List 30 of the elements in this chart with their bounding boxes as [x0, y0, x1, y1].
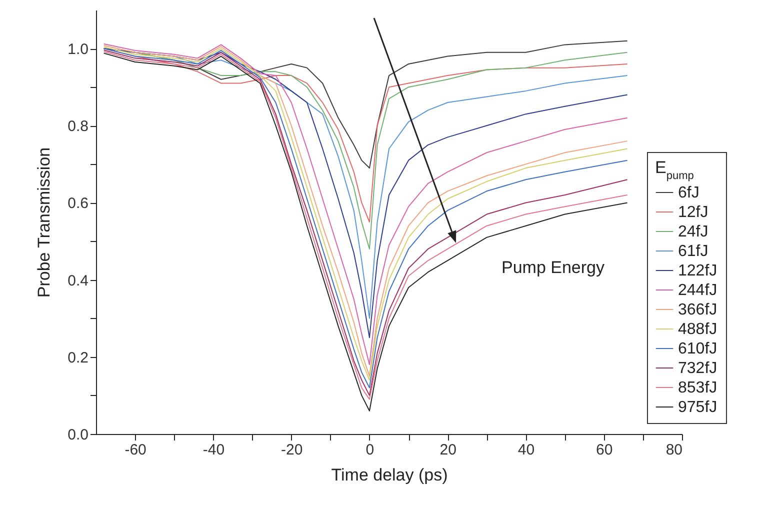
legend-label: 488fJ: [678, 321, 718, 338]
x-tick-label: 20: [440, 442, 456, 458]
legend-label: 853fJ: [678, 380, 718, 396]
y-tick-label: 0.4: [68, 272, 88, 290]
y-tick-label: 0.2: [68, 349, 88, 366]
y-tick-label: 0.0: [68, 426, 88, 444]
legend-label: 366fJ: [678, 302, 718, 318]
legend-label: 732fJ: [678, 360, 718, 377]
x-tick-label: 60: [596, 442, 613, 458]
annotation: Pump Energy: [502, 258, 605, 277]
legend-label: 12fJ: [678, 204, 708, 221]
x-axis-title: Time delay (ps): [331, 466, 448, 484]
legend-title: E$_{pump}$: [655, 158, 694, 182]
y-tick-label: 1.0: [68, 41, 88, 58]
x-tick-label: -20: [280, 442, 303, 458]
legend-label: 975fJ: [678, 399, 718, 416]
x-tick-label: 0: [366, 442, 374, 458]
legend-label: 122fJ: [678, 262, 718, 280]
x-tick-label: 80: [666, 442, 682, 458]
y-tick-label: 0.6: [68, 195, 88, 212]
legend-label: 24fJ: [678, 224, 708, 240]
x-tick-label: -60: [124, 442, 146, 458]
x-tick-label: -40: [202, 442, 225, 458]
y-tick-label: 0.8: [68, 118, 88, 136]
x-tick-label: 40: [518, 442, 535, 458]
legend-label: 244fJ: [678, 282, 718, 299]
y-axis-title: Probe Transmission: [34, 147, 54, 298]
legend-label: 610fJ: [678, 340, 718, 358]
legend-label: 61fJ: [678, 243, 708, 260]
legend-label: 6fJ: [678, 184, 700, 202]
